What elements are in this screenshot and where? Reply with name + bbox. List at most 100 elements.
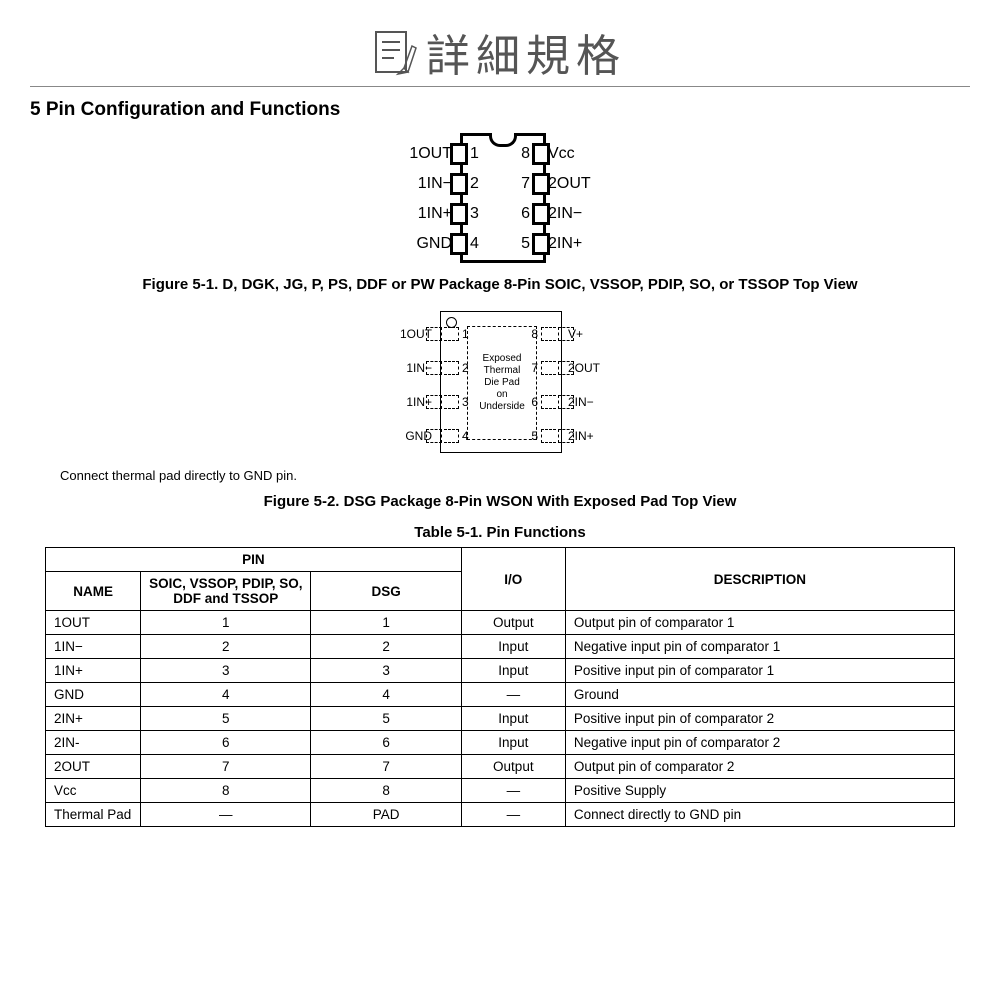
cell-desc: Positive Supply xyxy=(565,779,954,803)
cell-name: 2IN+ xyxy=(46,707,141,731)
pin-number: 5 xyxy=(521,235,530,253)
pin-pad xyxy=(444,395,459,409)
cell-io: Input xyxy=(461,731,565,755)
th-name: NAME xyxy=(46,572,141,611)
thermal-pad-note: Connect thermal pad directly to GND pin. xyxy=(60,468,970,483)
cell-pkg1: — xyxy=(141,803,311,827)
pin-pad xyxy=(426,429,442,443)
cell-io: Input xyxy=(461,635,565,659)
pin-number: 7 xyxy=(521,175,530,193)
pin-number: 6 xyxy=(531,395,538,409)
cell-io: — xyxy=(461,779,565,803)
cell-desc: Negative input pin of comparator 1 xyxy=(565,635,954,659)
pin-number: 1 xyxy=(462,327,469,341)
cell-pkg2: 5 xyxy=(311,707,461,731)
page-header: 詳細規格 xyxy=(30,20,970,87)
pin-pad xyxy=(541,327,556,341)
cell-pkg1: 4 xyxy=(141,683,311,707)
cell-io: Output xyxy=(461,755,565,779)
pin-number: 2 xyxy=(462,361,469,375)
cell-pkg1: 2 xyxy=(141,635,311,659)
pin-number: 6 xyxy=(521,205,530,223)
pin-label: 2IN+ xyxy=(568,429,594,443)
cell-pkg2: 2 xyxy=(311,635,461,659)
th-pkg2: DSG xyxy=(311,572,461,611)
pin-pad xyxy=(541,361,556,375)
figure-5-2-caption: Figure 5-2. DSG Package 8-Pin WSON With … xyxy=(30,493,970,510)
cell-io: — xyxy=(461,803,565,827)
pin-number: 2 xyxy=(470,175,479,193)
cell-pkg1: 8 xyxy=(141,779,311,803)
pin-number: 5 xyxy=(531,429,538,443)
pin-pad xyxy=(450,233,468,255)
pin-pad xyxy=(541,395,556,409)
table-row: 2IN+55InputPositive input pin of compara… xyxy=(46,707,955,731)
pin-label: V+ xyxy=(568,327,583,341)
pin-pad xyxy=(444,429,459,443)
cell-desc: Positive input pin of comparator 1 xyxy=(565,659,954,683)
cell-io: Output xyxy=(461,611,565,635)
cell-io: Input xyxy=(461,659,565,683)
pin-number: 3 xyxy=(462,395,469,409)
cell-name: 1OUT xyxy=(46,611,141,635)
section-title: 5 Pin Configuration and Functions xyxy=(30,99,970,121)
cell-pkg2: 6 xyxy=(311,731,461,755)
pin-pad xyxy=(426,361,442,375)
pin-label: GND xyxy=(416,235,452,253)
pin-number: 4 xyxy=(462,429,469,443)
table-row: GND44—Ground xyxy=(46,683,955,707)
pin-label: 2IN+ xyxy=(548,235,582,253)
pin-number: 4 xyxy=(470,235,479,253)
th-pkg1: SOIC, VSSOP, PDIP, SO, DDF and TSSOP xyxy=(141,572,311,611)
pin-pad xyxy=(426,395,442,409)
pin-label: 2IN− xyxy=(568,395,594,409)
pin-label: 2OUT xyxy=(548,175,591,193)
cell-name: GND xyxy=(46,683,141,707)
table-row: Vᴄᴄ88—Positive Supply xyxy=(46,779,955,803)
pin-pad xyxy=(541,429,556,443)
pin-label: 2IN− xyxy=(548,205,582,223)
cell-pkg1: 6 xyxy=(141,731,311,755)
cell-pkg2: 8 xyxy=(311,779,461,803)
table-row: 1IN+33InputPositive input pin of compara… xyxy=(46,659,955,683)
cell-pkg2: 4 xyxy=(311,683,461,707)
cell-pkg2: 7 xyxy=(311,755,461,779)
pin-label: 1IN+ xyxy=(418,205,452,223)
cell-pkg1: 3 xyxy=(141,659,311,683)
table-row: Thermal Pad—PAD—Connect directly to GND … xyxy=(46,803,955,827)
pin-pad xyxy=(450,173,468,195)
cell-name: 2IN- xyxy=(46,731,141,755)
figure-5-2: Exposed Thermal Die Pad on Underside 1OU… xyxy=(30,307,970,462)
pin-label: Vᴄᴄ xyxy=(548,145,575,163)
cell-pkg2: 3 xyxy=(311,659,461,683)
cell-pkg1: 1 xyxy=(141,611,311,635)
cell-pkg2: 1 xyxy=(311,611,461,635)
pin-label: 1IN− xyxy=(418,175,452,193)
cell-desc: Positive input pin of comparator 2 xyxy=(565,707,954,731)
cell-desc: Output pin of comparator 2 xyxy=(565,755,954,779)
pin-label: 2OUT xyxy=(568,361,600,375)
cell-pkg1: 5 xyxy=(141,707,311,731)
table-5-1-caption: Table 5-1. Pin Functions xyxy=(30,524,970,541)
header-title: 詳細規格 xyxy=(426,20,626,84)
cell-name: Vᴄᴄ xyxy=(46,779,141,803)
document-icon xyxy=(374,28,418,76)
pin-number: 7 xyxy=(531,361,538,375)
pin-label: 1OUT xyxy=(409,145,452,163)
cell-name: Thermal Pad xyxy=(46,803,141,827)
pin-pad xyxy=(450,143,468,165)
pin-number: 1 xyxy=(470,145,479,163)
cell-name: 1IN+ xyxy=(46,659,141,683)
pin-number: 8 xyxy=(531,327,538,341)
cell-io: Input xyxy=(461,707,565,731)
cell-desc: Negative input pin of comparator 2 xyxy=(565,731,954,755)
figure-5-1: 1OUT 1 8 Vᴄᴄ 1IN− 2 7 2OUT 1IN+ 3 6 2IN− GND 4 5 2IN+ xyxy=(30,131,970,266)
pin-number: 8 xyxy=(521,145,530,163)
cell-desc: Ground xyxy=(565,683,954,707)
cell-name: 1IN− xyxy=(46,635,141,659)
figure-5-1-caption: Figure 5-1. D, DGK, JG, P, PS, DDF or PW… xyxy=(30,276,970,293)
cell-io: — xyxy=(461,683,565,707)
table-row: 2OUT77OutputOutput pin of comparator 2 xyxy=(46,755,955,779)
th-io: I/O xyxy=(461,548,565,611)
pin-number: 3 xyxy=(470,205,479,223)
